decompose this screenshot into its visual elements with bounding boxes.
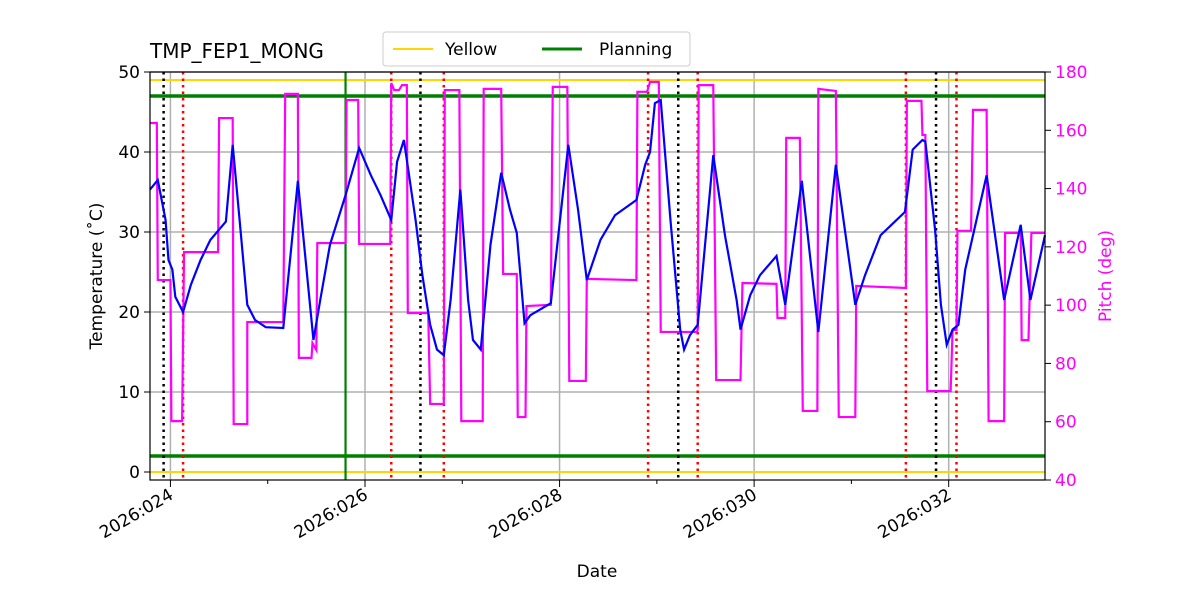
- y-tick-label: 10: [118, 383, 140, 403]
- legend: Yellow Planning: [382, 31, 691, 67]
- chart-title: TMP_FEP1_MONG: [149, 39, 324, 63]
- y2-tick-label: 40: [1055, 471, 1077, 491]
- y-axis-label: Temperature (˚C): [86, 203, 107, 351]
- series: [149, 80, 1047, 426]
- y-tick-label: 40: [118, 143, 140, 163]
- y-tick-label: 20: [118, 303, 140, 323]
- y2-axis-label: Pitch (deg): [1096, 230, 1116, 322]
- x-axis-label: Date: [577, 562, 618, 582]
- y2-tick-label: 120: [1055, 238, 1087, 258]
- legend-frame: [382, 31, 691, 67]
- temperature-line: [149, 98, 1047, 358]
- y2-tick-label: 80: [1055, 354, 1077, 374]
- legend-label-planning: Planning: [599, 40, 672, 60]
- y2-tick-label: 160: [1055, 121, 1087, 141]
- y2-tick-label: 180: [1055, 63, 1087, 83]
- legend-label-yellow: Yellow: [444, 40, 497, 60]
- y2-tick-label: 60: [1055, 413, 1077, 433]
- plot-frame: [149, 71, 1046, 481]
- y2-tick-label: 140: [1055, 180, 1087, 200]
- y-tick-label: 0: [129, 463, 140, 483]
- y-tick-label: 50: [118, 63, 140, 83]
- pitch-line: [150, 80, 1045, 426]
- y-tick-label: 30: [118, 223, 140, 243]
- y2-tick-label: 100: [1055, 296, 1087, 316]
